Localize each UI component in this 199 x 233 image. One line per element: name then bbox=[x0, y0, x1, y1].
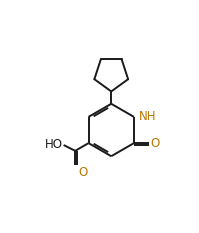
Text: O: O bbox=[150, 137, 160, 150]
Text: NH: NH bbox=[139, 110, 156, 123]
Text: O: O bbox=[78, 166, 87, 179]
Text: HO: HO bbox=[44, 138, 62, 151]
